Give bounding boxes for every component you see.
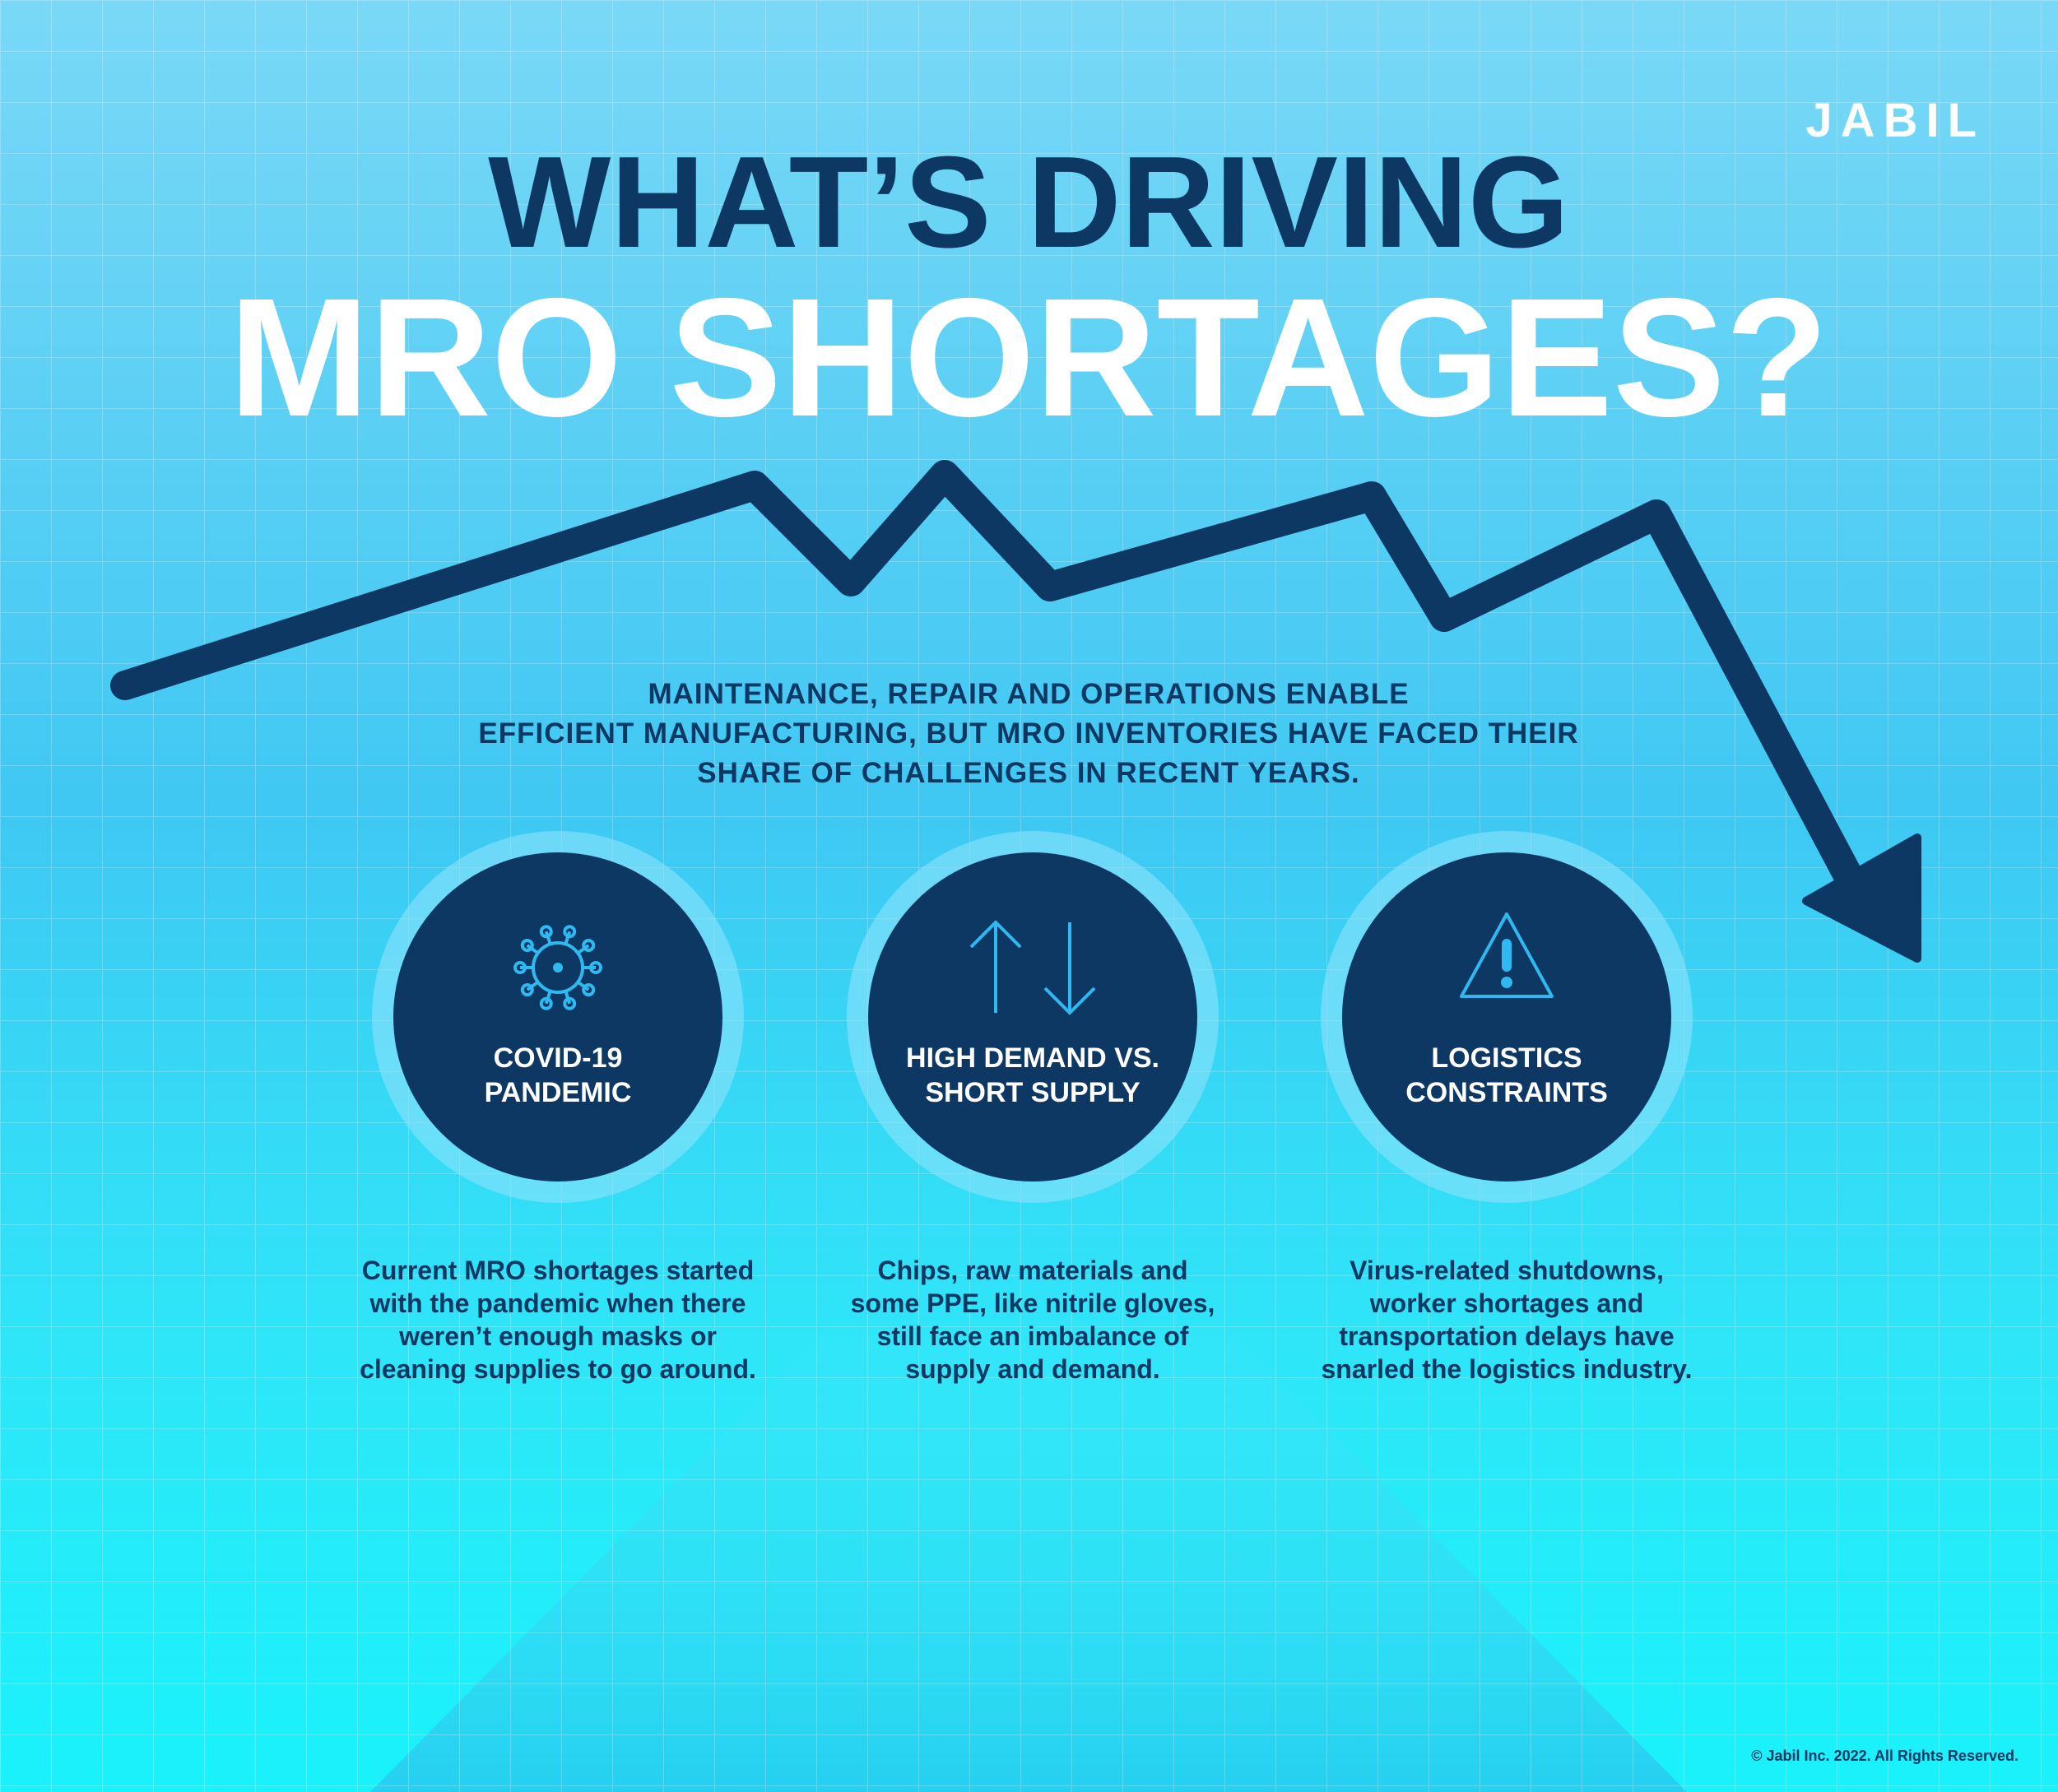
card-body: still face an imbalance of [877,1321,1189,1351]
card-body: with the pandemic when there [369,1288,746,1318]
icon [520,938,534,952]
card-title: LOGISTICS [1431,1042,1582,1074]
icon [544,990,552,1005]
intro: MAINTENANCE, REPAIR AND OPERATIONS ENABL… [478,678,1578,789]
icon [513,961,527,974]
card-circle [1342,852,1671,1182]
card-body: Virus-related shutdowns, [1350,1256,1664,1285]
title-line1: WHAT’S DRIVING [488,130,1569,275]
intro-line: SHARE OF CHALLENGES IN RECENT YEARS. [697,757,1359,789]
icon [969,920,1096,1015]
card-title: SHORT SUPPLY [925,1077,1140,1108]
icon [563,996,577,1010]
card-title: HIGH DEMAND VS. [906,1042,1159,1074]
title-line2: MRO SHORTAGES? [229,263,1828,452]
card-body: snarled the logistics industry. [1321,1354,1692,1384]
icon [553,963,563,973]
arrow-head [1802,833,1921,963]
icon [1460,912,1554,998]
card-body: weren’t enough masks or [398,1321,717,1351]
trend-arrow [110,460,1879,920]
card-body: cleaning supplies to go around. [360,1354,756,1384]
icon [564,990,572,1005]
card-body: worker shortages and [1369,1288,1644,1318]
logo: JABIL [1805,94,1985,147]
card-body: transportation delays have [1339,1321,1674,1351]
card-body: Chips, raw materials and [877,1256,1187,1285]
card-body: supply and demand. [905,1354,1159,1384]
icon [564,931,572,945]
card-title: COVID-19 [494,1042,623,1074]
icon [520,983,534,997]
icon [1501,977,1512,988]
icon [563,925,577,939]
card-title: PANDEMIC [485,1077,632,1108]
icon [582,938,596,952]
card-circle [868,852,1197,1182]
intro-line: MAINTENANCE, REPAIR AND OPERATIONS ENABL… [648,678,1409,710]
icon [539,925,553,939]
icon [1502,939,1512,972]
intro-line: EFFICIENT MANUFACTURING, BUT MRO INVENTO… [478,717,1578,750]
card-circle [393,852,722,1182]
card: HIGH DEMAND VS.SHORT SUPPLY Chips, raw ma… [847,831,1219,1384]
card-body: Current MRO shortages started [362,1256,755,1285]
icon [582,983,596,997]
icon [544,931,552,945]
footer: © Jabil Inc. 2022. All Rights Reserved. [1751,1748,2019,1764]
icon [589,961,602,974]
card-title: CONSTRAINTS [1405,1077,1608,1108]
card-body: some PPE, like nitrile gloves, [851,1288,1215,1318]
icon [539,996,553,1010]
